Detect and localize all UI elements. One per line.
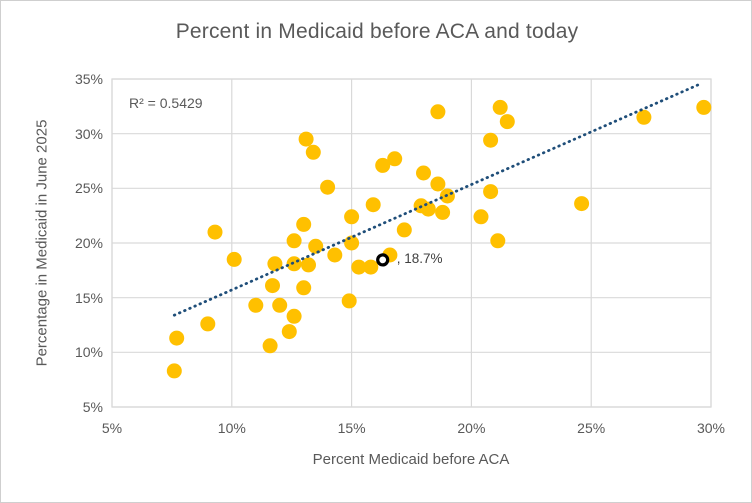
data-point[interactable] bbox=[298, 131, 314, 147]
data-point[interactable] bbox=[344, 209, 360, 225]
x-tick-label: 20% bbox=[457, 420, 486, 436]
data-point[interactable] bbox=[169, 330, 185, 346]
data-point[interactable] bbox=[305, 144, 321, 160]
data-point[interactable] bbox=[416, 165, 431, 181]
data-point[interactable] bbox=[499, 114, 515, 130]
data-point[interactable] bbox=[636, 109, 652, 125]
data-point[interactable] bbox=[483, 132, 499, 148]
data-point[interactable] bbox=[351, 259, 367, 275]
data-point[interactable] bbox=[341, 293, 357, 309]
data-point[interactable] bbox=[492, 99, 508, 115]
data-point[interactable] bbox=[483, 184, 499, 200]
data-point[interactable] bbox=[301, 257, 316, 273]
data-point[interactable] bbox=[320, 179, 336, 195]
data-point[interactable] bbox=[473, 209, 489, 225]
chart-title: Percent in Medicaid before ACA and today bbox=[175, 20, 579, 43]
data-point[interactable] bbox=[430, 176, 446, 192]
y-tick-label: 10% bbox=[74, 344, 103, 361]
data-point[interactable] bbox=[248, 297, 264, 313]
data-point[interactable] bbox=[265, 278, 280, 294]
data-point[interactable] bbox=[327, 247, 343, 263]
highlight-ring[interactable] bbox=[376, 253, 390, 267]
data-point[interactable] bbox=[490, 233, 506, 249]
data-point[interactable] bbox=[296, 280, 312, 296]
data-point[interactable] bbox=[308, 238, 324, 254]
data-point[interactable] bbox=[226, 251, 242, 267]
data-point[interactable] bbox=[267, 256, 283, 272]
data-point[interactable] bbox=[365, 197, 381, 213]
x-tick-label: 25% bbox=[577, 420, 606, 436]
data-point[interactable] bbox=[272, 297, 288, 313]
data-point[interactable] bbox=[296, 216, 312, 232]
data-point[interactable] bbox=[375, 157, 391, 173]
scatter-series bbox=[166, 99, 712, 379]
data-point[interactable] bbox=[430, 104, 446, 120]
y-tick-label: 35% bbox=[74, 71, 103, 87]
x-tick-label: 10% bbox=[217, 420, 246, 436]
y-tick-label: 25% bbox=[74, 180, 103, 197]
data-point[interactable] bbox=[396, 222, 412, 238]
data-point[interactable] bbox=[696, 99, 712, 115]
y-tick-label: 5% bbox=[82, 399, 103, 415]
data-point[interactable] bbox=[363, 259, 379, 275]
y-tick-label: 30% bbox=[74, 125, 103, 142]
data-point[interactable] bbox=[207, 224, 223, 240]
plot-border bbox=[111, 78, 712, 408]
trendline[interactable] bbox=[172, 82, 703, 317]
data-point[interactable] bbox=[344, 235, 360, 251]
x-axis-title: Percent Medicaid before ACA bbox=[312, 451, 510, 468]
x-tick-label: 15% bbox=[337, 420, 366, 436]
y-tick-label: 15% bbox=[74, 289, 103, 306]
data-point[interactable] bbox=[574, 196, 590, 212]
data-point[interactable] bbox=[262, 338, 278, 354]
data-point[interactable] bbox=[286, 233, 302, 249]
x-tick-label: 5% bbox=[101, 420, 123, 436]
x-tick-label: 30% bbox=[696, 420, 726, 436]
data-point[interactable] bbox=[435, 204, 451, 220]
data-point[interactable] bbox=[286, 256, 302, 272]
data-point[interactable] bbox=[200, 316, 216, 332]
data-point[interactable] bbox=[286, 308, 302, 324]
highlight-point-label: , 18.7% bbox=[396, 250, 443, 266]
gridlines bbox=[111, 78, 712, 408]
y-tick-label: 20% bbox=[74, 235, 103, 251]
data-point[interactable] bbox=[387, 151, 403, 167]
data-point[interactable] bbox=[166, 363, 182, 379]
data-point[interactable] bbox=[281, 324, 297, 340]
r-squared-annotation: R² = 0.5429 bbox=[129, 95, 203, 111]
